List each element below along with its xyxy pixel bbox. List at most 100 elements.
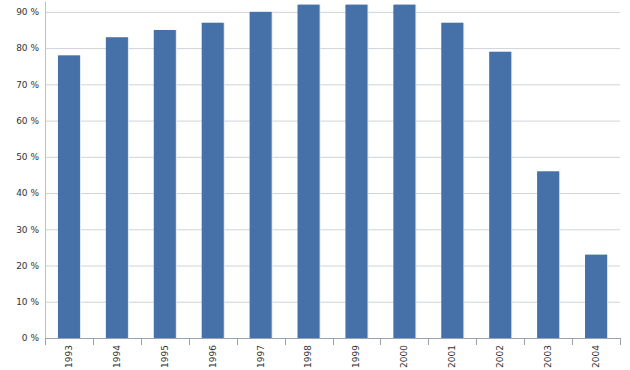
bar-shadow [299, 5, 321, 338]
bar [202, 23, 224, 338]
x-separator [141, 338, 142, 345]
bar-group [537, 171, 560, 338]
y-tick: 50 % [16, 152, 45, 162]
y-tick: 30 % [16, 225, 45, 235]
bar-shadow [203, 23, 225, 338]
bars [58, 5, 608, 338]
x-tick: 1996 [208, 338, 218, 368]
x-tick-label: 1995 [160, 345, 170, 368]
bar-shadow [346, 5, 368, 338]
x-tick: 2004 [591, 338, 601, 368]
bar [106, 37, 128, 338]
x-tick-label: 1993 [64, 345, 74, 368]
x-separator [333, 338, 334, 345]
bar-group [154, 30, 177, 338]
bar-group [441, 23, 464, 338]
x-separator [189, 338, 190, 345]
x-tick-label: 2002 [495, 345, 505, 368]
y-tick: 80 % [16, 43, 45, 53]
chart: 0 % 10 % 20 % 30 % 40 % 50 % 60 % 70 % 80 % 90 % 1… [0, 0, 630, 370]
bar-group [202, 23, 225, 338]
bar [58, 55, 80, 338]
y-tick: 10 % [16, 297, 45, 307]
y-tick-label: 10 % [16, 297, 39, 307]
x-tick-label: 1997 [256, 345, 266, 368]
grid-line [45, 193, 620, 194]
x-separator [524, 338, 525, 345]
y-tick: 90 % [16, 7, 45, 17]
plot: 0 % 10 % 20 % 30 % 40 % 50 % 60 % 70 % 80 % 90 % 1… [16, 2, 620, 368]
x-tick: 1997 [256, 338, 266, 368]
bar-group [585, 255, 608, 338]
x-separator [428, 338, 429, 345]
bar [154, 30, 176, 338]
x-separator [476, 338, 477, 345]
bar [537, 171, 559, 338]
bar [441, 23, 463, 338]
bar [585, 255, 607, 338]
bar-shadow [107, 37, 129, 338]
bar-group [250, 12, 273, 338]
y-tick: 70 % [16, 80, 45, 90]
x-separator [45, 338, 46, 345]
x-separator [380, 338, 381, 345]
bar [250, 12, 272, 338]
y-tick-label: 40 % [16, 188, 39, 198]
bar [345, 5, 367, 338]
x-separators [46, 338, 621, 345]
grid-line [45, 302, 620, 303]
y-tick: 20 % [16, 261, 45, 271]
grid-line [45, 84, 620, 85]
bar-shadow [538, 171, 560, 338]
x-tick: 1995 [160, 338, 170, 368]
y-tick-label: 50 % [16, 152, 39, 162]
x-tick: 1999 [351, 338, 361, 368]
grid-line [45, 338, 620, 339]
bar-group [345, 5, 368, 338]
bar-shadow [251, 12, 273, 338]
x-tick: 1993 [64, 338, 74, 368]
bar-group [489, 52, 512, 338]
x-separator [572, 338, 573, 345]
y-tick-label: 60 % [16, 116, 39, 126]
x-tick-label: 2003 [543, 345, 553, 368]
x-separator [620, 338, 621, 345]
y-tick: 60 % [16, 116, 45, 126]
x-separator [93, 338, 94, 345]
bar-shadow [59, 55, 81, 338]
bar-shadow [155, 30, 177, 338]
x-tick-label: 1999 [351, 345, 361, 368]
bar-group [58, 55, 81, 338]
x-separator [237, 338, 238, 345]
x-tick-label: 1998 [303, 345, 313, 368]
y-tick-label: 0 % [22, 333, 40, 343]
y-tick-label: 20 % [16, 261, 39, 271]
x-tick: 1998 [303, 338, 313, 368]
grid-line [45, 12, 620, 13]
grid-line [45, 229, 620, 230]
x-tick: 2003 [543, 338, 553, 368]
y-tick-label: 80 % [16, 43, 39, 53]
grid [45, 12, 620, 338]
bar-shadow [586, 255, 608, 338]
x-tick: 2002 [495, 338, 505, 368]
x-tick-label: 2000 [399, 345, 409, 368]
y-tick-label: 30 % [16, 225, 39, 235]
y-tick-label: 70 % [16, 80, 39, 90]
x-tick-label: 1994 [112, 345, 122, 368]
bar [298, 5, 320, 338]
x-tick-label: 2004 [591, 345, 601, 368]
grid-line [45, 121, 620, 122]
y-axis: 0 % 10 % 20 % 30 % 40 % 50 % 60 % 70 % 80 % 90 % [16, 2, 45, 344]
y-tick: 0 % [22, 333, 45, 343]
bar-group [298, 5, 321, 338]
x-tick: 1994 [112, 338, 122, 368]
bar [489, 52, 511, 338]
bar-group [106, 37, 129, 338]
x-tick: 2000 [399, 338, 409, 368]
bar-group [393, 5, 416, 338]
x-tick-label: 1996 [208, 345, 218, 368]
y-tick-label: 90 % [16, 7, 39, 17]
x-axis: 1993199419951996199719981999200020012002… [46, 338, 621, 368]
grid-line [45, 48, 620, 49]
